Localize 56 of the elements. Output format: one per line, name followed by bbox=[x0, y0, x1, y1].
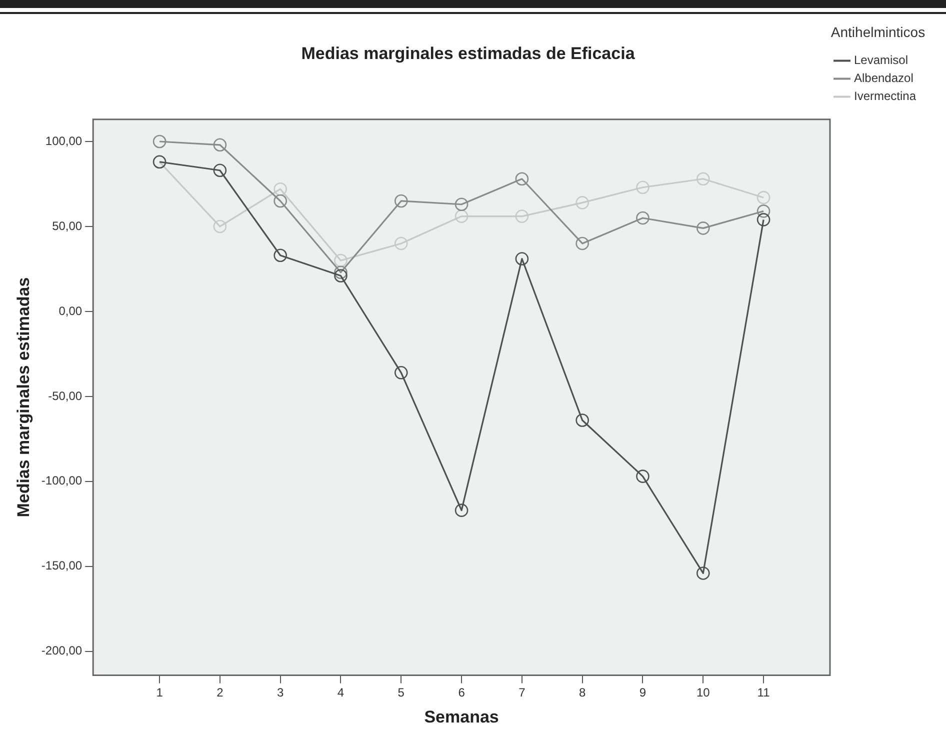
point bbox=[394, 366, 408, 380]
y-tick-label: 50,00 bbox=[52, 218, 82, 233]
x-tick-label: 9 bbox=[639, 686, 646, 700]
point bbox=[515, 172, 529, 186]
x-tick-label: 4 bbox=[337, 686, 344, 700]
point bbox=[454, 198, 468, 212]
y-tick-label: -150,00 bbox=[41, 558, 82, 573]
y-tick-label: 0,00 bbox=[58, 304, 82, 318]
x-tick-label: 3 bbox=[276, 686, 284, 700]
point bbox=[334, 269, 348, 282]
x-tick-label: 8 bbox=[578, 686, 586, 700]
legend-title: Antihelminticos bbox=[830, 24, 926, 40]
y-tick-label: -200,00 bbox=[41, 644, 82, 658]
point bbox=[454, 210, 468, 223]
legend-label: Albendazol bbox=[854, 71, 914, 86]
x-tick-label: 2 bbox=[216, 686, 224, 700]
y-tick-label: -100,00 bbox=[41, 474, 82, 488]
y-tick-label: 100,00 bbox=[45, 134, 82, 148]
point bbox=[274, 194, 287, 208]
point bbox=[454, 504, 468, 517]
point bbox=[334, 254, 348, 268]
point bbox=[696, 222, 710, 235]
point bbox=[213, 220, 227, 234]
point bbox=[756, 190, 770, 204]
point bbox=[213, 164, 227, 178]
point bbox=[756, 204, 770, 218]
point bbox=[334, 266, 348, 280]
x-tick-label: 1 bbox=[156, 686, 164, 700]
point bbox=[576, 196, 589, 210]
point bbox=[636, 180, 650, 194]
x-tick-label: 11 bbox=[757, 686, 770, 700]
point bbox=[696, 566, 710, 580]
x-axis-title: Semanas bbox=[424, 707, 499, 726]
point bbox=[515, 210, 529, 223]
legend-label: Levamisol bbox=[854, 53, 908, 68]
legend-label: Ivermectina bbox=[854, 89, 916, 104]
point bbox=[756, 213, 770, 226]
x-tick-label: 6 bbox=[458, 686, 466, 700]
point bbox=[636, 211, 650, 225]
point bbox=[213, 138, 227, 152]
y-axis-title: Medias marginales estimadas bbox=[14, 277, 33, 518]
point bbox=[636, 470, 650, 483]
chart-title: Medias marginales estimadas de Eficacia bbox=[301, 44, 636, 63]
point bbox=[394, 194, 408, 208]
point bbox=[576, 236, 589, 250]
x-tick-label: 7 bbox=[518, 686, 526, 700]
y-tick-label: -50,00 bbox=[48, 388, 82, 403]
point bbox=[274, 248, 287, 262]
point bbox=[274, 182, 287, 196]
x-tick-label: 10 bbox=[696, 686, 710, 700]
point bbox=[394, 236, 408, 250]
point bbox=[515, 252, 529, 266]
point bbox=[152, 134, 166, 148]
point bbox=[576, 414, 589, 427]
point bbox=[696, 172, 710, 186]
x-tick-label: 5 bbox=[398, 686, 405, 700]
